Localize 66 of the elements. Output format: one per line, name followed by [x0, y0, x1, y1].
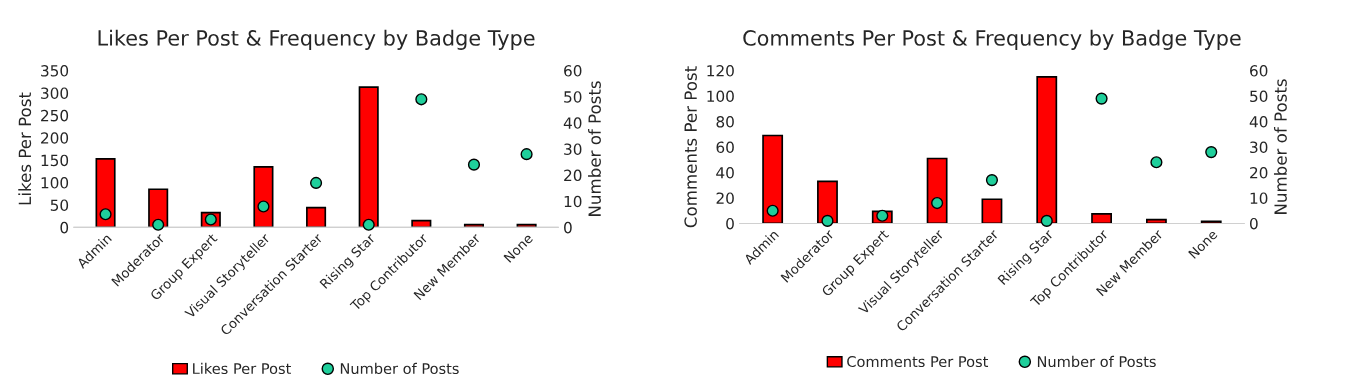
bar: [926, 157, 948, 224]
y-tick-label: 300: [41, 87, 69, 99]
bar: [1091, 213, 1113, 224]
y2-tick-label: 30: [564, 143, 582, 155]
y-tick-label: 50: [50, 199, 69, 211]
legend-label: Number of Posts: [340, 362, 459, 375]
legend-label: Number of Posts: [1037, 355, 1156, 368]
point: [310, 176, 323, 190]
point: [99, 208, 112, 221]
y-tick-label: 100: [41, 177, 69, 189]
bar: [95, 157, 116, 228]
bar: [1036, 76, 1058, 224]
y-tick-label: 250: [41, 109, 69, 122]
point: [821, 214, 834, 227]
point: [362, 218, 375, 231]
point: [931, 196, 944, 210]
y-axis-title: Comments Per Post: [684, 66, 697, 228]
y2-tick-label: 0: [564, 221, 572, 234]
point: [415, 93, 428, 106]
y2-tick-label: 10: [1250, 192, 1268, 204]
point: [257, 200, 270, 213]
point: [1040, 214, 1053, 227]
bar: [358, 86, 379, 228]
point: [1095, 92, 1108, 105]
y2-tick-label: 10: [564, 195, 582, 208]
y-tick-label: 0: [60, 221, 69, 234]
bar: [981, 198, 1003, 224]
point: [152, 218, 165, 231]
y-tick-label: 150: [41, 154, 69, 167]
y-tick-label: 0: [726, 217, 734, 230]
y-tick-label: 350: [41, 65, 69, 77]
y-tick-label: 100: [707, 90, 734, 103]
y-tick-label: 120: [707, 65, 734, 77]
y-axis-title: Likes Per Post: [18, 92, 32, 205]
legend-label: Comments Per Post: [847, 356, 989, 368]
y2-tick-label: 0: [1249, 217, 1258, 230]
point: [985, 174, 999, 187]
point: [520, 148, 533, 161]
y2-tick-label: 60: [1250, 65, 1268, 77]
bar: [762, 134, 784, 224]
y-tick-label: 200: [41, 132, 69, 144]
y2-tick-label: 50: [564, 91, 582, 103]
legend-label: Likes Per Post: [193, 362, 291, 375]
y2-tick-label: 40: [563, 117, 582, 129]
y-tick-label: 20: [716, 192, 734, 204]
y-tick-label: 60: [716, 141, 734, 154]
point: [876, 209, 889, 222]
point: [467, 158, 481, 171]
bar: [411, 219, 432, 228]
y2-tick-label: 50: [1250, 90, 1268, 103]
point: [766, 204, 779, 217]
y-tick-label: 40: [716, 166, 734, 179]
bar: [306, 206, 327, 228]
y2-tick-label: 40: [1249, 115, 1268, 128]
point: [1205, 146, 1218, 159]
y2-tick-label: 20: [564, 169, 582, 182]
chart-title: Likes Per Post & Frequency by Badge Type: [98, 29, 535, 50]
y2-tick-label: 20: [1250, 166, 1268, 179]
y2-axis-title: Number of Posts: [1273, 79, 1287, 214]
point: [1150, 156, 1163, 169]
y2-axis-title: Number of Posts: [588, 81, 601, 216]
y-tick-label: 80: [716, 115, 734, 128]
y2-tick-label: 60: [564, 65, 582, 77]
bar: [253, 166, 274, 228]
y2-tick-label: 30: [1250, 141, 1268, 154]
chart-title: Comments Per Post & Frequency by Badge Type: [743, 29, 1241, 50]
